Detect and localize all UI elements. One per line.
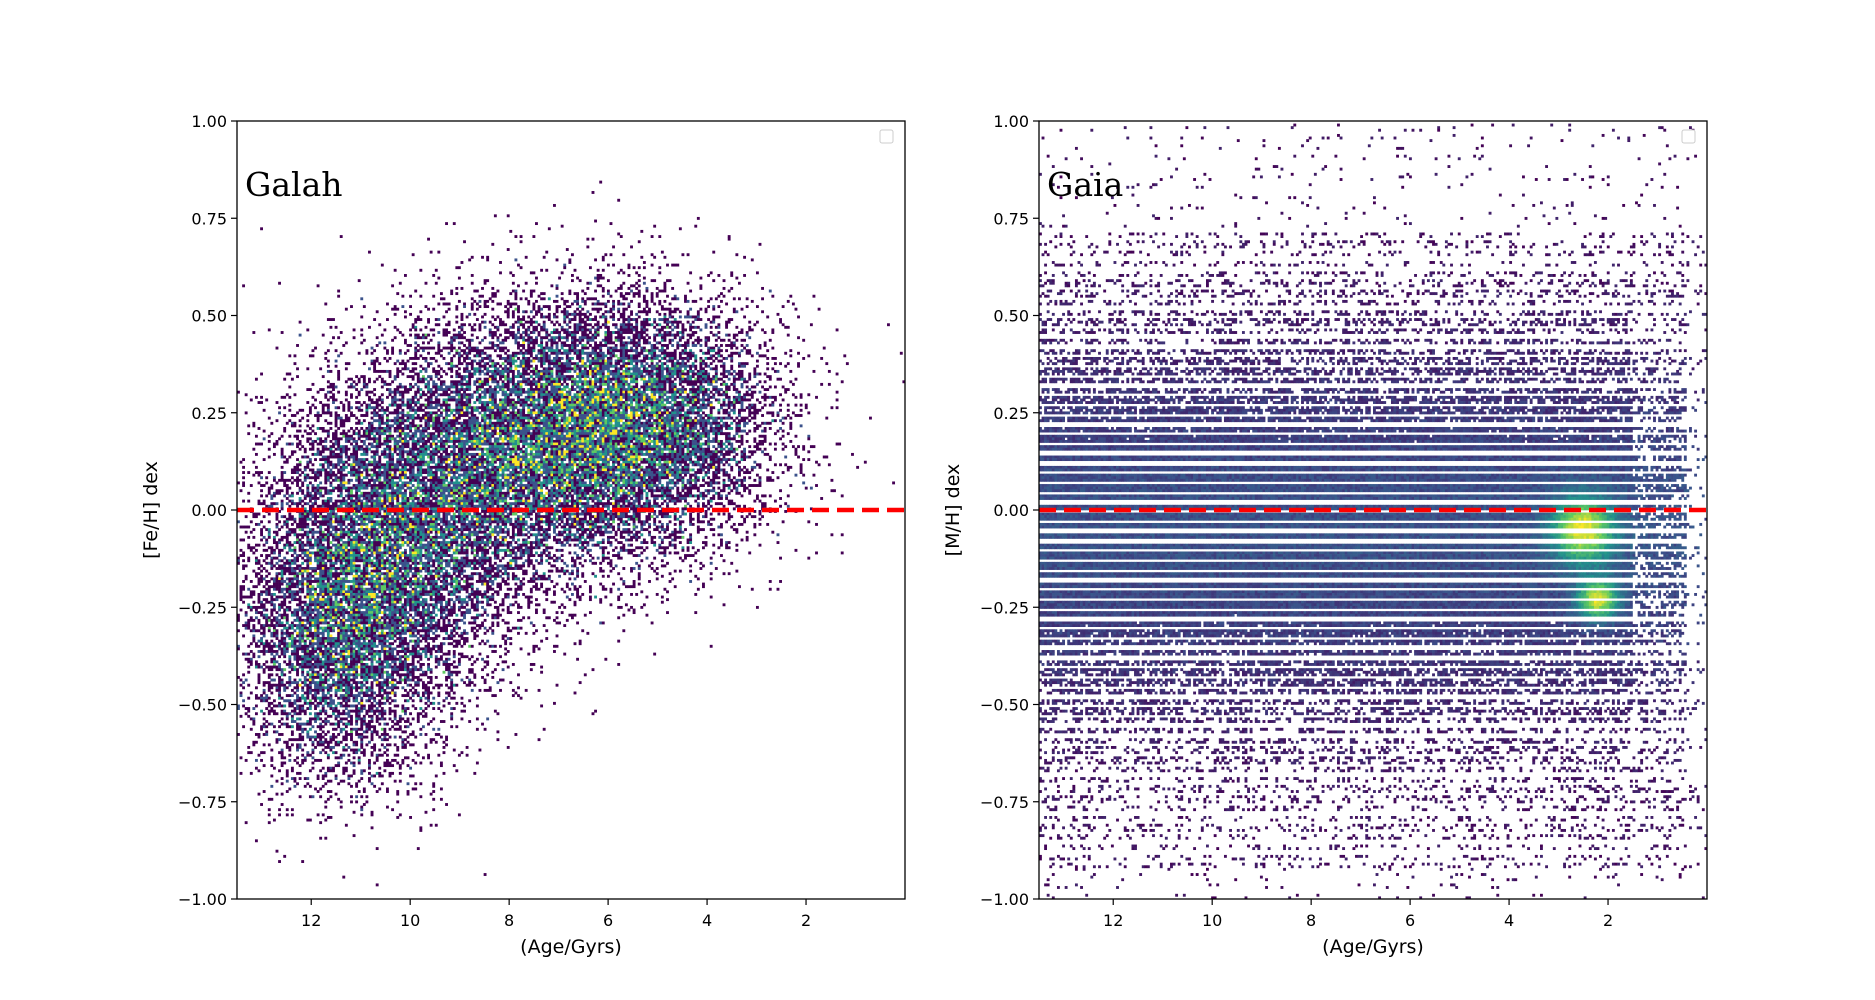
gaia-panel: 12 10 8 6 4 2 −1.00 −0.75 −0.50 −0.25 0.00 0.25 0.50… — [942, 112, 1707, 958]
panel-label: Galah — [245, 165, 343, 204]
x-tick-label: 12 — [1103, 911, 1123, 930]
galah-panel: 12 10 8 6 4 2 −1.00 −0.75 −0.50 −0.25 0.00 0.25 0.50… — [140, 112, 905, 958]
x-tick-label: 12 — [301, 911, 321, 930]
y-tick-label: 0.00 — [191, 501, 227, 520]
x-axis-label: (Age/Gyrs) — [520, 936, 622, 958]
y-tick-label: 0.00 — [993, 501, 1029, 520]
legend-box — [1682, 130, 1695, 143]
y-tick-label: 0.25 — [993, 404, 1029, 423]
x-tick-label: 10 — [1202, 911, 1222, 930]
x-tick-label: 6 — [1405, 911, 1415, 930]
x-tick-label: 2 — [1603, 911, 1613, 930]
y-tick-label: 0.25 — [191, 404, 227, 423]
panel-label: Gaia — [1047, 165, 1123, 204]
y-tick-label: −0.75 — [178, 793, 227, 812]
y-tick-label: 0.50 — [993, 307, 1029, 326]
x-tick-label: 6 — [603, 911, 613, 930]
x-tick-label: 2 — [801, 911, 811, 930]
y-tick-label: −1.00 — [980, 890, 1029, 909]
y-tick-label: −0.75 — [980, 793, 1029, 812]
x-tick-label: 10 — [400, 911, 420, 930]
y-tick-label: −0.50 — [980, 696, 1029, 715]
x-tick-label: 4 — [1504, 911, 1514, 930]
x-tick-label: 8 — [1306, 911, 1316, 930]
y-axis-label: [Fe/H] dex — [140, 461, 162, 559]
x-tick-label: 4 — [702, 911, 712, 930]
legend-box — [880, 130, 893, 143]
y-tick-label: −0.50 — [178, 696, 227, 715]
y-tick-label: 1.00 — [191, 112, 227, 131]
x-tick-label: 8 — [504, 911, 514, 930]
y-tick-label: 1.00 — [993, 112, 1029, 131]
y-tick-label: −0.25 — [178, 598, 227, 617]
y-tick-label: 0.75 — [191, 209, 227, 228]
y-tick-label: 0.50 — [191, 307, 227, 326]
y-tick-label: 0.75 — [993, 209, 1029, 228]
y-tick-label: −1.00 — [178, 890, 227, 909]
x-axis-label: (Age/Gyrs) — [1322, 936, 1424, 958]
galah-density-cells — [237, 181, 905, 887]
y-tick-label: −0.25 — [980, 598, 1029, 617]
y-axis-label: [M/H] dex — [942, 464, 964, 557]
